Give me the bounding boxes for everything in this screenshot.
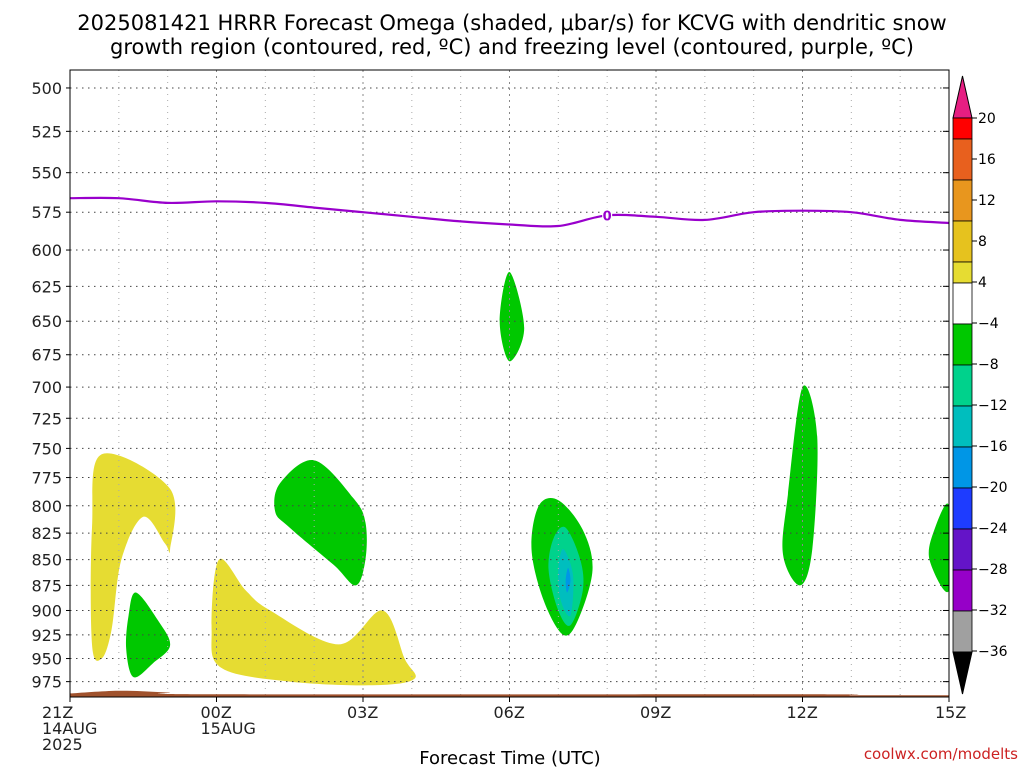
- x-tick-label-6-0: 03Z: [347, 703, 378, 722]
- terrain-fill: [70, 690, 949, 697]
- colorbar-band-6: [952, 323, 973, 366]
- colorbar-label-6: −8: [978, 357, 999, 373]
- colorbar-band-9: [952, 446, 973, 489]
- x-tick-label-0-1: 14AUG: [42, 719, 97, 738]
- y-tick-label-850: 850: [31, 551, 62, 570]
- y-tick-label-800: 800: [31, 497, 62, 516]
- y-tick-label-825: 825: [31, 524, 62, 543]
- x-tick-label-9-0: 06Z: [494, 703, 525, 722]
- y-tick-label-750: 750: [31, 439, 62, 458]
- omega-shading-layer: [90, 271, 949, 686]
- colorbar-band-4: [952, 261, 973, 284]
- freezing-level-line: [70, 196, 949, 228]
- y-tick-label-625: 625: [31, 277, 62, 296]
- x-tick-label-15-0: 12Z: [787, 703, 818, 722]
- omega-region-1: [211, 558, 416, 686]
- x-axis-label: Forecast Time (UTC): [419, 748, 600, 768]
- y-tick-label-525: 525: [31, 122, 62, 141]
- colorbar-band-1: [952, 138, 973, 181]
- colorbar-label-13: −36: [978, 644, 1008, 660]
- omega-region-3: [274, 459, 367, 586]
- chart-title-line-2: growth region (contoured, red, ºC) and f…: [110, 35, 914, 59]
- y-tick-label-550: 550: [31, 164, 62, 183]
- x-tick-label-18-0: 15Z: [935, 703, 966, 722]
- y-tick-label-950: 950: [31, 650, 62, 669]
- colorbar-band-13: [952, 610, 973, 653]
- y-tick-label-900: 900: [31, 601, 62, 620]
- y-tick-label-725: 725: [31, 409, 62, 428]
- y-tick-label-875: 875: [31, 576, 62, 595]
- y-tick-label-975: 975: [31, 673, 62, 692]
- omega-region-9: [782, 385, 818, 586]
- freezing-level-layer: 0: [70, 196, 949, 228]
- colorbar-band-11: [952, 528, 973, 571]
- y-axis-ticks: 500 525 550 575 600 625 650 675 700 725 750 775 800 8…: [31, 79, 949, 692]
- y-tick-label-650: 650: [31, 312, 62, 331]
- colorbar-arrow-bottom: [952, 651, 973, 695]
- colorbar-label-4: 4: [978, 275, 987, 291]
- colorbar-label-1: 16: [978, 152, 996, 168]
- colorbar-label-7: −12: [978, 398, 1008, 414]
- y-tick-label-675: 675: [31, 346, 62, 365]
- y-tick-label-700: 700: [31, 378, 62, 397]
- freezing-level-label-bg: [602, 208, 613, 222]
- colorbar-label-10: −24: [978, 521, 1008, 537]
- y-tick-label-925: 925: [31, 626, 62, 645]
- freezing-level-label: 0: [603, 209, 612, 224]
- omega-region-4: [499, 271, 525, 362]
- y-tick-label-600: 600: [31, 241, 62, 260]
- colorbar-label-0: 20: [978, 111, 996, 127]
- omega-region-8: [565, 568, 571, 593]
- colorbar-band-8: [952, 405, 973, 448]
- colorbar-band-5: [952, 282, 973, 325]
- colorbar-band-2: [952, 179, 973, 222]
- colorbar-band-7: [952, 364, 973, 407]
- colorbar-label-3: 8: [978, 234, 987, 250]
- terrain-layer: [70, 690, 949, 697]
- colorbar-label-5: −4: [978, 316, 999, 332]
- x-tick-label-0-0: 21Z: [42, 703, 73, 722]
- colorbar-label-8: −16: [978, 439, 1008, 455]
- colorbar-label-9: −20: [978, 480, 1008, 496]
- colorbar-band-12: [952, 569, 973, 612]
- x-tick-label-3-0: 00Z: [201, 703, 232, 722]
- x-tick-label-0-2: 2025: [42, 735, 83, 754]
- colorbar-label-2: 12: [978, 193, 996, 209]
- colorbar-band-10: [952, 487, 973, 530]
- colorbar: 20 16 12 8 4 −4 −8 −12 −16 −20 −24 −28 −32 −36: [952, 75, 1008, 695]
- grid-lines: [70, 70, 949, 697]
- omega-region-0: [90, 453, 176, 661]
- colorbar-band-3: [952, 220, 973, 263]
- chart-title-line-1: 2025081421 HRRR Forecast Omega (shaded, …: [77, 11, 946, 35]
- colorbar-band-0: [952, 117, 973, 140]
- x-tick-label-3-1: 15AUG: [201, 719, 256, 738]
- x-tick-label-12-0: 09Z: [640, 703, 671, 722]
- colorbar-arrow-top: [952, 75, 973, 119]
- colorbar-label-11: −28: [978, 562, 1008, 578]
- y-tick-label-775: 775: [31, 469, 62, 488]
- colorbar-label-12: −32: [978, 603, 1008, 619]
- site-watermark: coolwx.com/modelts: [864, 745, 1018, 763]
- y-tick-label-575: 575: [31, 203, 62, 222]
- omega-region-10: [928, 503, 949, 593]
- y-tick-label-500: 500: [31, 79, 62, 98]
